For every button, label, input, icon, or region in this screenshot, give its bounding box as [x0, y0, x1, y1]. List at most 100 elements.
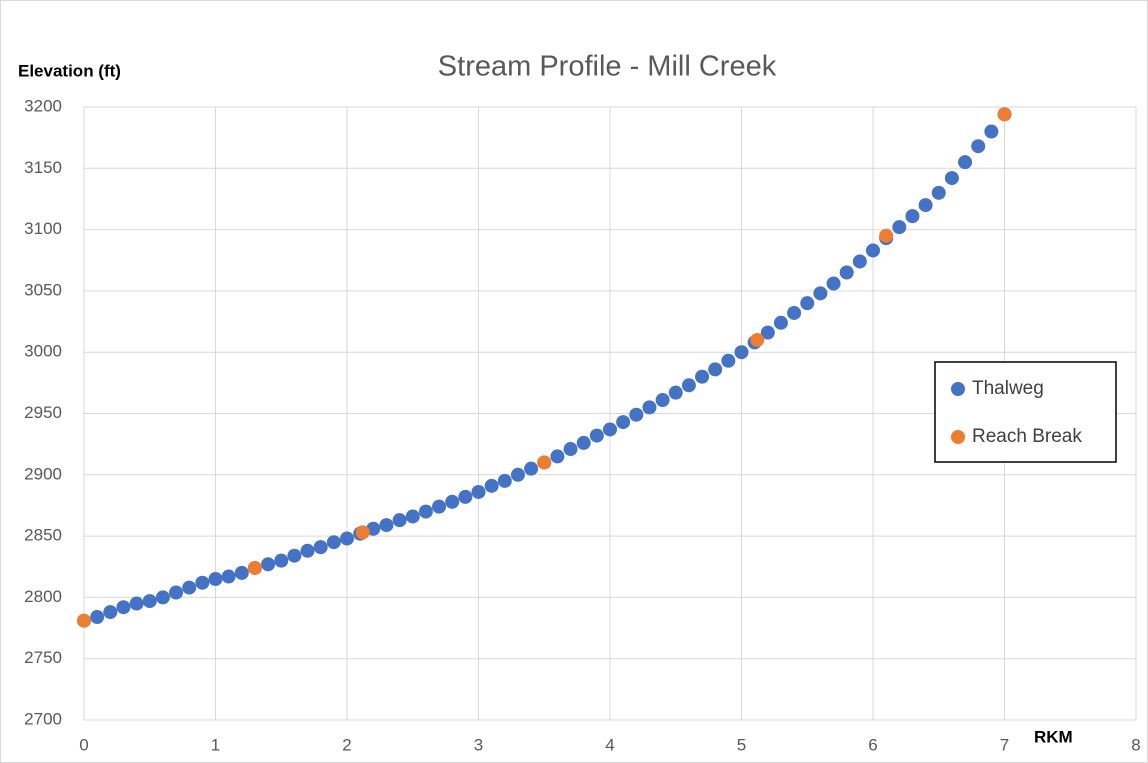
point [760, 325, 775, 340]
y-tick-label: 3000 [24, 342, 62, 361]
point [879, 228, 894, 243]
point [524, 461, 539, 476]
point [471, 484, 486, 499]
legend-marker [951, 382, 965, 396]
point [169, 585, 184, 600]
x-tick-label: 2 [342, 735, 351, 754]
point [484, 478, 499, 493]
y-tick-label: 3200 [24, 96, 62, 115]
point [576, 435, 591, 450]
y-tick-label: 2850 [24, 526, 62, 545]
point [195, 575, 210, 590]
x-tick-label: 8 [1131, 735, 1140, 754]
point [589, 428, 604, 443]
x-tick-label: 4 [605, 735, 614, 754]
point [392, 513, 407, 528]
y-tick-label: 2750 [24, 648, 62, 667]
y-tick-label: 2700 [24, 709, 62, 728]
point [944, 171, 959, 186]
point [892, 220, 907, 235]
y-tick-label: 2950 [24, 403, 62, 422]
point [839, 265, 854, 280]
x-tick-label: 1 [211, 735, 220, 754]
point [208, 572, 223, 587]
point [931, 185, 946, 200]
point [997, 107, 1012, 122]
y-tick-label: 3050 [24, 280, 62, 299]
x-tick-label: 5 [737, 735, 746, 754]
point [721, 353, 736, 368]
point [681, 378, 696, 393]
point [129, 596, 144, 611]
y-tick-label: 3100 [24, 219, 62, 238]
point [155, 590, 170, 605]
legend: Thalweg Reach Break [934, 361, 1117, 463]
point [103, 605, 118, 620]
point [300, 543, 315, 558]
point [510, 467, 525, 482]
point [655, 393, 670, 408]
point [90, 610, 105, 625]
point [432, 499, 447, 514]
point [826, 276, 841, 291]
point [326, 535, 341, 550]
point [261, 557, 276, 572]
x-axis-label: RKM [1034, 727, 1073, 746]
y-axis-label: Elevation (ft) [18, 61, 121, 80]
point [379, 518, 394, 533]
point [274, 553, 289, 568]
point [866, 243, 880, 258]
point [445, 494, 460, 509]
point [77, 613, 91, 628]
y-tick-label: 2800 [24, 587, 62, 606]
point [773, 315, 788, 330]
point [142, 594, 157, 609]
point [458, 489, 473, 504]
point [340, 531, 354, 546]
point [405, 509, 420, 524]
point [852, 254, 867, 269]
point [918, 198, 933, 213]
point [563, 442, 578, 457]
point [905, 209, 920, 224]
chart-title: Stream Profile - Mill Creek [438, 51, 777, 83]
point [734, 345, 749, 360]
point [800, 296, 815, 311]
legend-label: Reach Break [972, 426, 1082, 447]
point [234, 565, 249, 580]
point [537, 455, 552, 470]
y-tick-label: 2900 [24, 464, 62, 483]
legend-label: Thalweg [972, 378, 1044, 399]
point [708, 362, 723, 377]
point [750, 332, 765, 347]
point [668, 385, 683, 400]
point [695, 369, 710, 384]
point [642, 400, 657, 415]
point [116, 600, 131, 615]
point [313, 540, 328, 555]
point [550, 449, 565, 464]
point [603, 422, 617, 437]
point [616, 415, 631, 430]
legend-box [934, 361, 1117, 463]
x-tick-label: 3 [474, 735, 483, 754]
x-tick-label: 0 [79, 735, 88, 754]
point [247, 560, 262, 575]
point [366, 521, 381, 536]
y-tick-label: 3150 [24, 158, 62, 177]
point [629, 407, 644, 422]
point [971, 139, 986, 154]
point [182, 580, 197, 595]
point [984, 124, 999, 139]
point [287, 548, 302, 563]
legend-marker [951, 430, 965, 444]
point [355, 525, 370, 540]
x-tick-label: 6 [868, 735, 877, 754]
point [787, 305, 802, 320]
point [813, 286, 828, 301]
point [958, 155, 973, 170]
point [418, 504, 433, 519]
x-tick-label: 7 [1000, 735, 1009, 754]
point [221, 569, 236, 584]
